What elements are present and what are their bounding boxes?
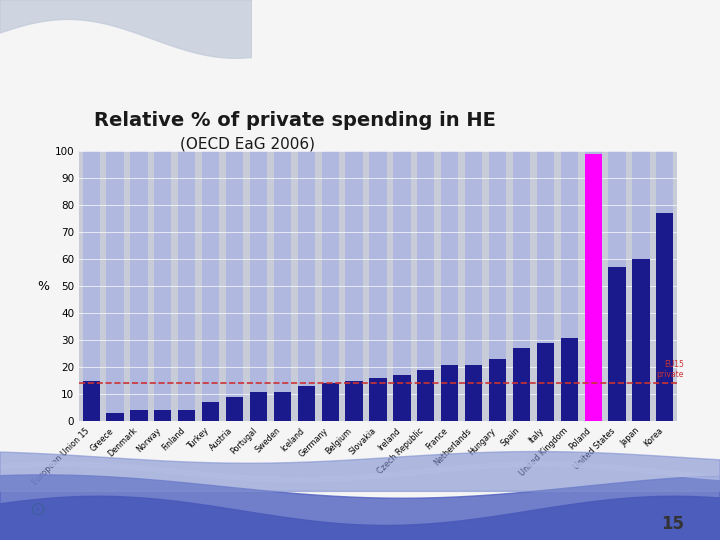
Bar — [297, 386, 315, 421]
Bar — [656, 151, 673, 213]
Text: EU15
private: EU15 private — [657, 360, 684, 379]
Bar — [656, 213, 673, 421]
Polygon shape — [0, 496, 720, 540]
Bar — [202, 402, 220, 421]
Bar — [274, 392, 291, 421]
Bar — [632, 151, 649, 259]
Bar — [465, 364, 482, 421]
Bar — [417, 370, 434, 421]
Polygon shape — [0, 451, 720, 491]
Bar — [441, 364, 459, 421]
Y-axis label: %: % — [37, 280, 50, 293]
Text: ⊙: ⊙ — [29, 500, 45, 518]
Polygon shape — [0, 0, 252, 58]
Polygon shape — [0, 475, 720, 540]
Bar — [632, 259, 649, 421]
Bar — [608, 267, 626, 421]
Bar — [107, 151, 124, 413]
Bar — [226, 151, 243, 397]
Bar — [393, 151, 410, 375]
Text: 15: 15 — [661, 515, 684, 533]
Bar — [441, 151, 459, 364]
Bar — [130, 151, 148, 410]
Bar — [154, 151, 171, 410]
Bar — [178, 151, 195, 410]
Text: (OECD EaG 2006): (OECD EaG 2006) — [180, 136, 315, 151]
Bar — [250, 392, 267, 421]
Bar — [585, 151, 602, 154]
Bar — [83, 151, 100, 381]
Bar — [83, 381, 100, 421]
Bar — [346, 151, 363, 381]
Bar — [608, 151, 626, 267]
Bar — [536, 151, 554, 343]
Bar — [202, 151, 220, 402]
Bar — [130, 410, 148, 421]
Polygon shape — [0, 462, 720, 482]
Bar — [154, 410, 171, 421]
Bar — [226, 397, 243, 421]
Bar — [369, 378, 387, 421]
Text: Relative % of private spending in HE: Relative % of private spending in HE — [94, 111, 495, 130]
Bar — [489, 359, 506, 421]
Bar — [297, 151, 315, 386]
Bar — [346, 381, 363, 421]
Bar — [107, 413, 124, 421]
Bar — [369, 151, 387, 378]
Bar — [322, 383, 339, 421]
Bar — [489, 151, 506, 359]
Bar — [322, 151, 339, 383]
Bar — [393, 375, 410, 421]
Bar — [561, 338, 578, 421]
Bar — [585, 154, 602, 421]
Bar — [536, 343, 554, 421]
Bar — [274, 151, 291, 392]
Bar — [513, 348, 530, 421]
Bar — [417, 151, 434, 370]
Bar — [465, 151, 482, 364]
Bar — [250, 151, 267, 392]
Bar — [513, 151, 530, 348]
Bar — [561, 151, 578, 338]
Bar — [178, 410, 195, 421]
